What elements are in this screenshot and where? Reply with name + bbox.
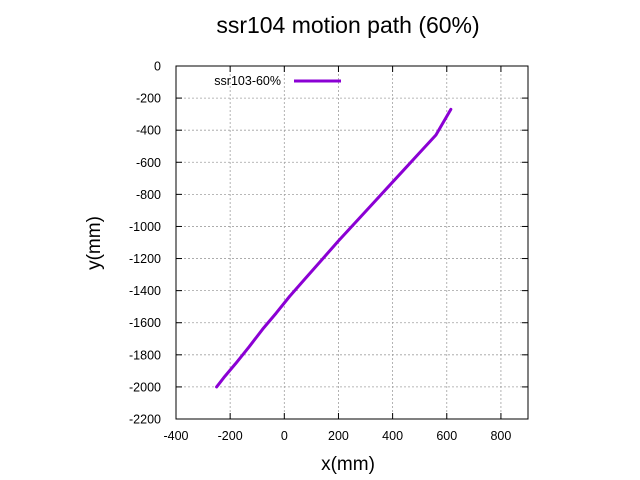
x-tick-label: -400: [163, 429, 188, 443]
legend: ssr103-60%: [214, 74, 341, 88]
series-line: [215, 107, 453, 389]
y-tick-label: -600: [136, 156, 161, 170]
x-tick-label: 600: [436, 429, 457, 443]
x-tick-label: -200: [218, 429, 243, 443]
chart-title: ssr104 motion path (60%): [216, 12, 479, 38]
x-tick-label: 200: [328, 429, 349, 443]
y-tick-label: -800: [136, 188, 161, 202]
y-axis-label: y(mm): [84, 216, 105, 270]
plot-frame: [175, 65, 529, 420]
y-tick-label: -1400: [129, 284, 161, 298]
tick-layer: [175, 65, 528, 420]
y-tick-label: -1600: [129, 316, 161, 330]
y-tick-label: -400: [136, 124, 161, 138]
x-tick-labels: -400 -200 0 200 400 600 800: [163, 429, 511, 443]
y-tick-label: 0: [154, 60, 161, 74]
x-axis-label: x(mm): [321, 454, 375, 475]
y-tick-labels: 0 -200 -400 -600 -800 -1000 -1200 -1400 -1600 -18…: [129, 60, 161, 427]
legend-label: ssr103-60%: [214, 74, 281, 88]
x-tick-label: 0: [281, 429, 288, 443]
series-layer: [215, 107, 453, 389]
y-tick-label: -1800: [129, 348, 161, 362]
y-tick-label: -2000: [129, 380, 161, 394]
y-tick-label: -200: [136, 92, 161, 106]
y-tick-label: -2200: [129, 413, 161, 427]
y-tick-label: -1200: [129, 252, 161, 266]
x-tick-label: 800: [490, 429, 511, 443]
grid-layer: [176, 66, 528, 419]
x-tick-label: 400: [382, 429, 403, 443]
y-tick-label: -1000: [129, 220, 161, 234]
